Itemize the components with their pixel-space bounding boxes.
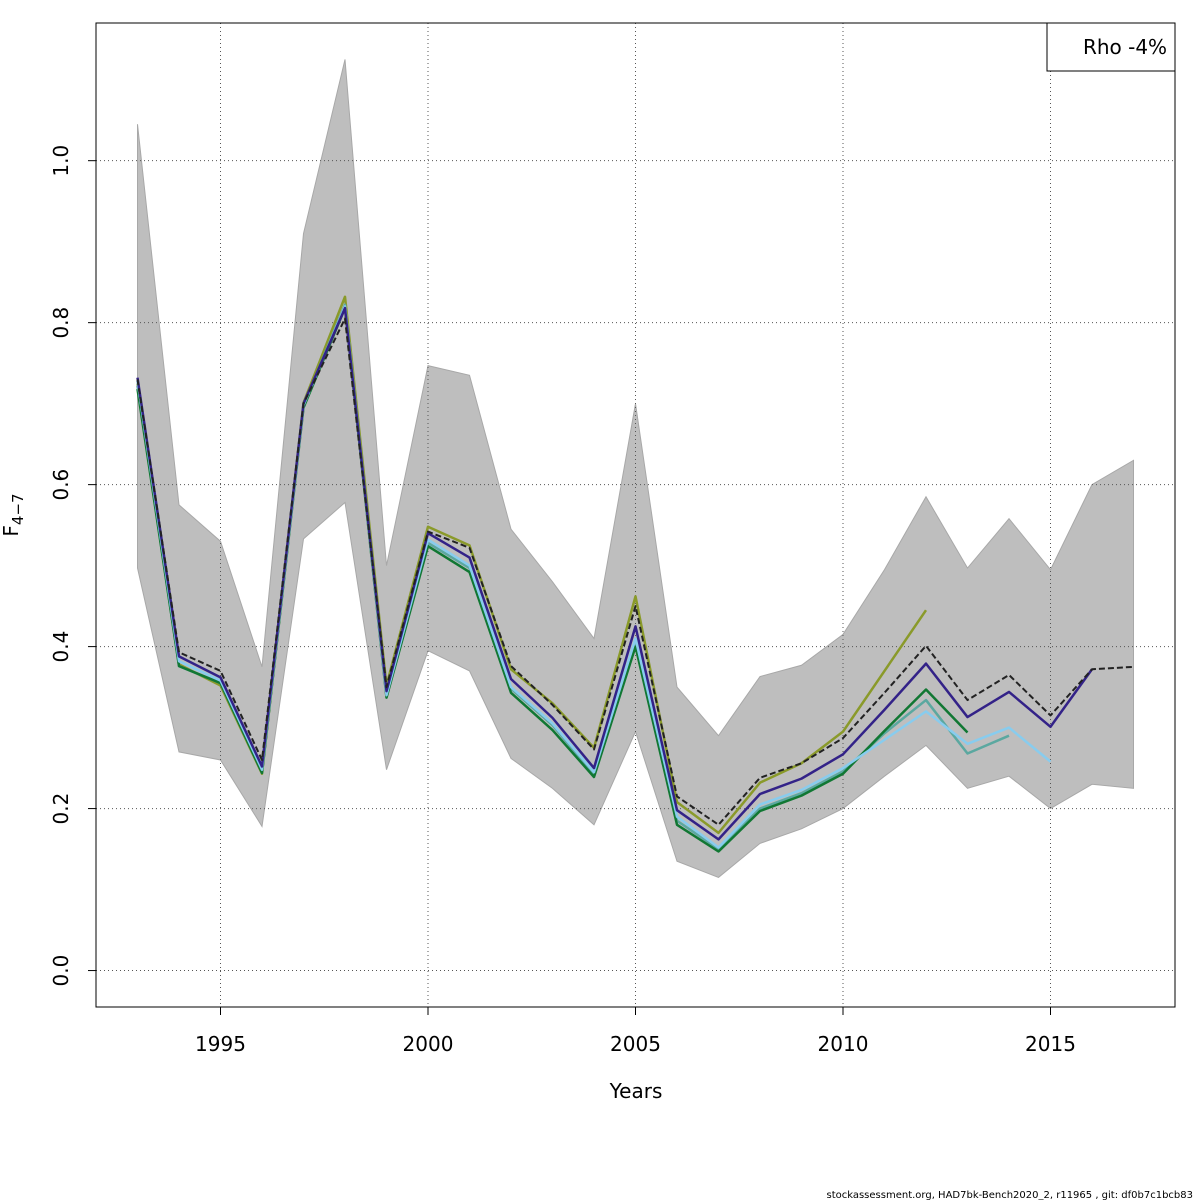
y-axis: 0.0 0.2 0.4 0.6 0.8 1.0 (49, 145, 97, 987)
svg-text:F4−7: F4−7 (0, 493, 27, 536)
series-line-6 (136, 317, 1134, 826)
y-axis-title-subscript: 4−7 (9, 493, 27, 525)
x-tick-label: 2015 (1025, 1032, 1076, 1056)
y-axis-title: F4−7 (0, 493, 27, 536)
x-tick-label: 2005 (610, 1032, 661, 1056)
confidence-band (137, 59, 1134, 878)
y-tick-label: 0.6 (49, 469, 73, 501)
legend-box (1046, 22, 1176, 72)
y-tick-label: 1.0 (49, 145, 73, 177)
x-axis: 1995 2000 2005 2010 2015 (195, 1006, 1076, 1056)
legend-label: Rho -4% (1083, 35, 1167, 59)
series-layer (136, 295, 1134, 853)
y-tick-label: 0.8 (49, 307, 73, 339)
y-tick-label: 0.4 (49, 631, 73, 663)
y-axis-title-main: F (0, 525, 23, 537)
legend: Rho -4% (1046, 22, 1176, 72)
series-line-5 (136, 306, 1094, 841)
footer-credit: stockassessment.org, HAD7bk-Bench2020_2,… (826, 1190, 1193, 1200)
x-tick-label: 2000 (403, 1032, 454, 1056)
y-tick-label: 0.2 (49, 793, 73, 825)
x-axis-title: Years (609, 1079, 663, 1103)
x-tick-label: 2010 (818, 1032, 869, 1056)
x-tick-label: 1995 (195, 1032, 246, 1056)
y-tick-label: 0.0 (49, 955, 73, 987)
confidence-band-layer (137, 59, 1134, 878)
grid-layer (96, 23, 1175, 1007)
